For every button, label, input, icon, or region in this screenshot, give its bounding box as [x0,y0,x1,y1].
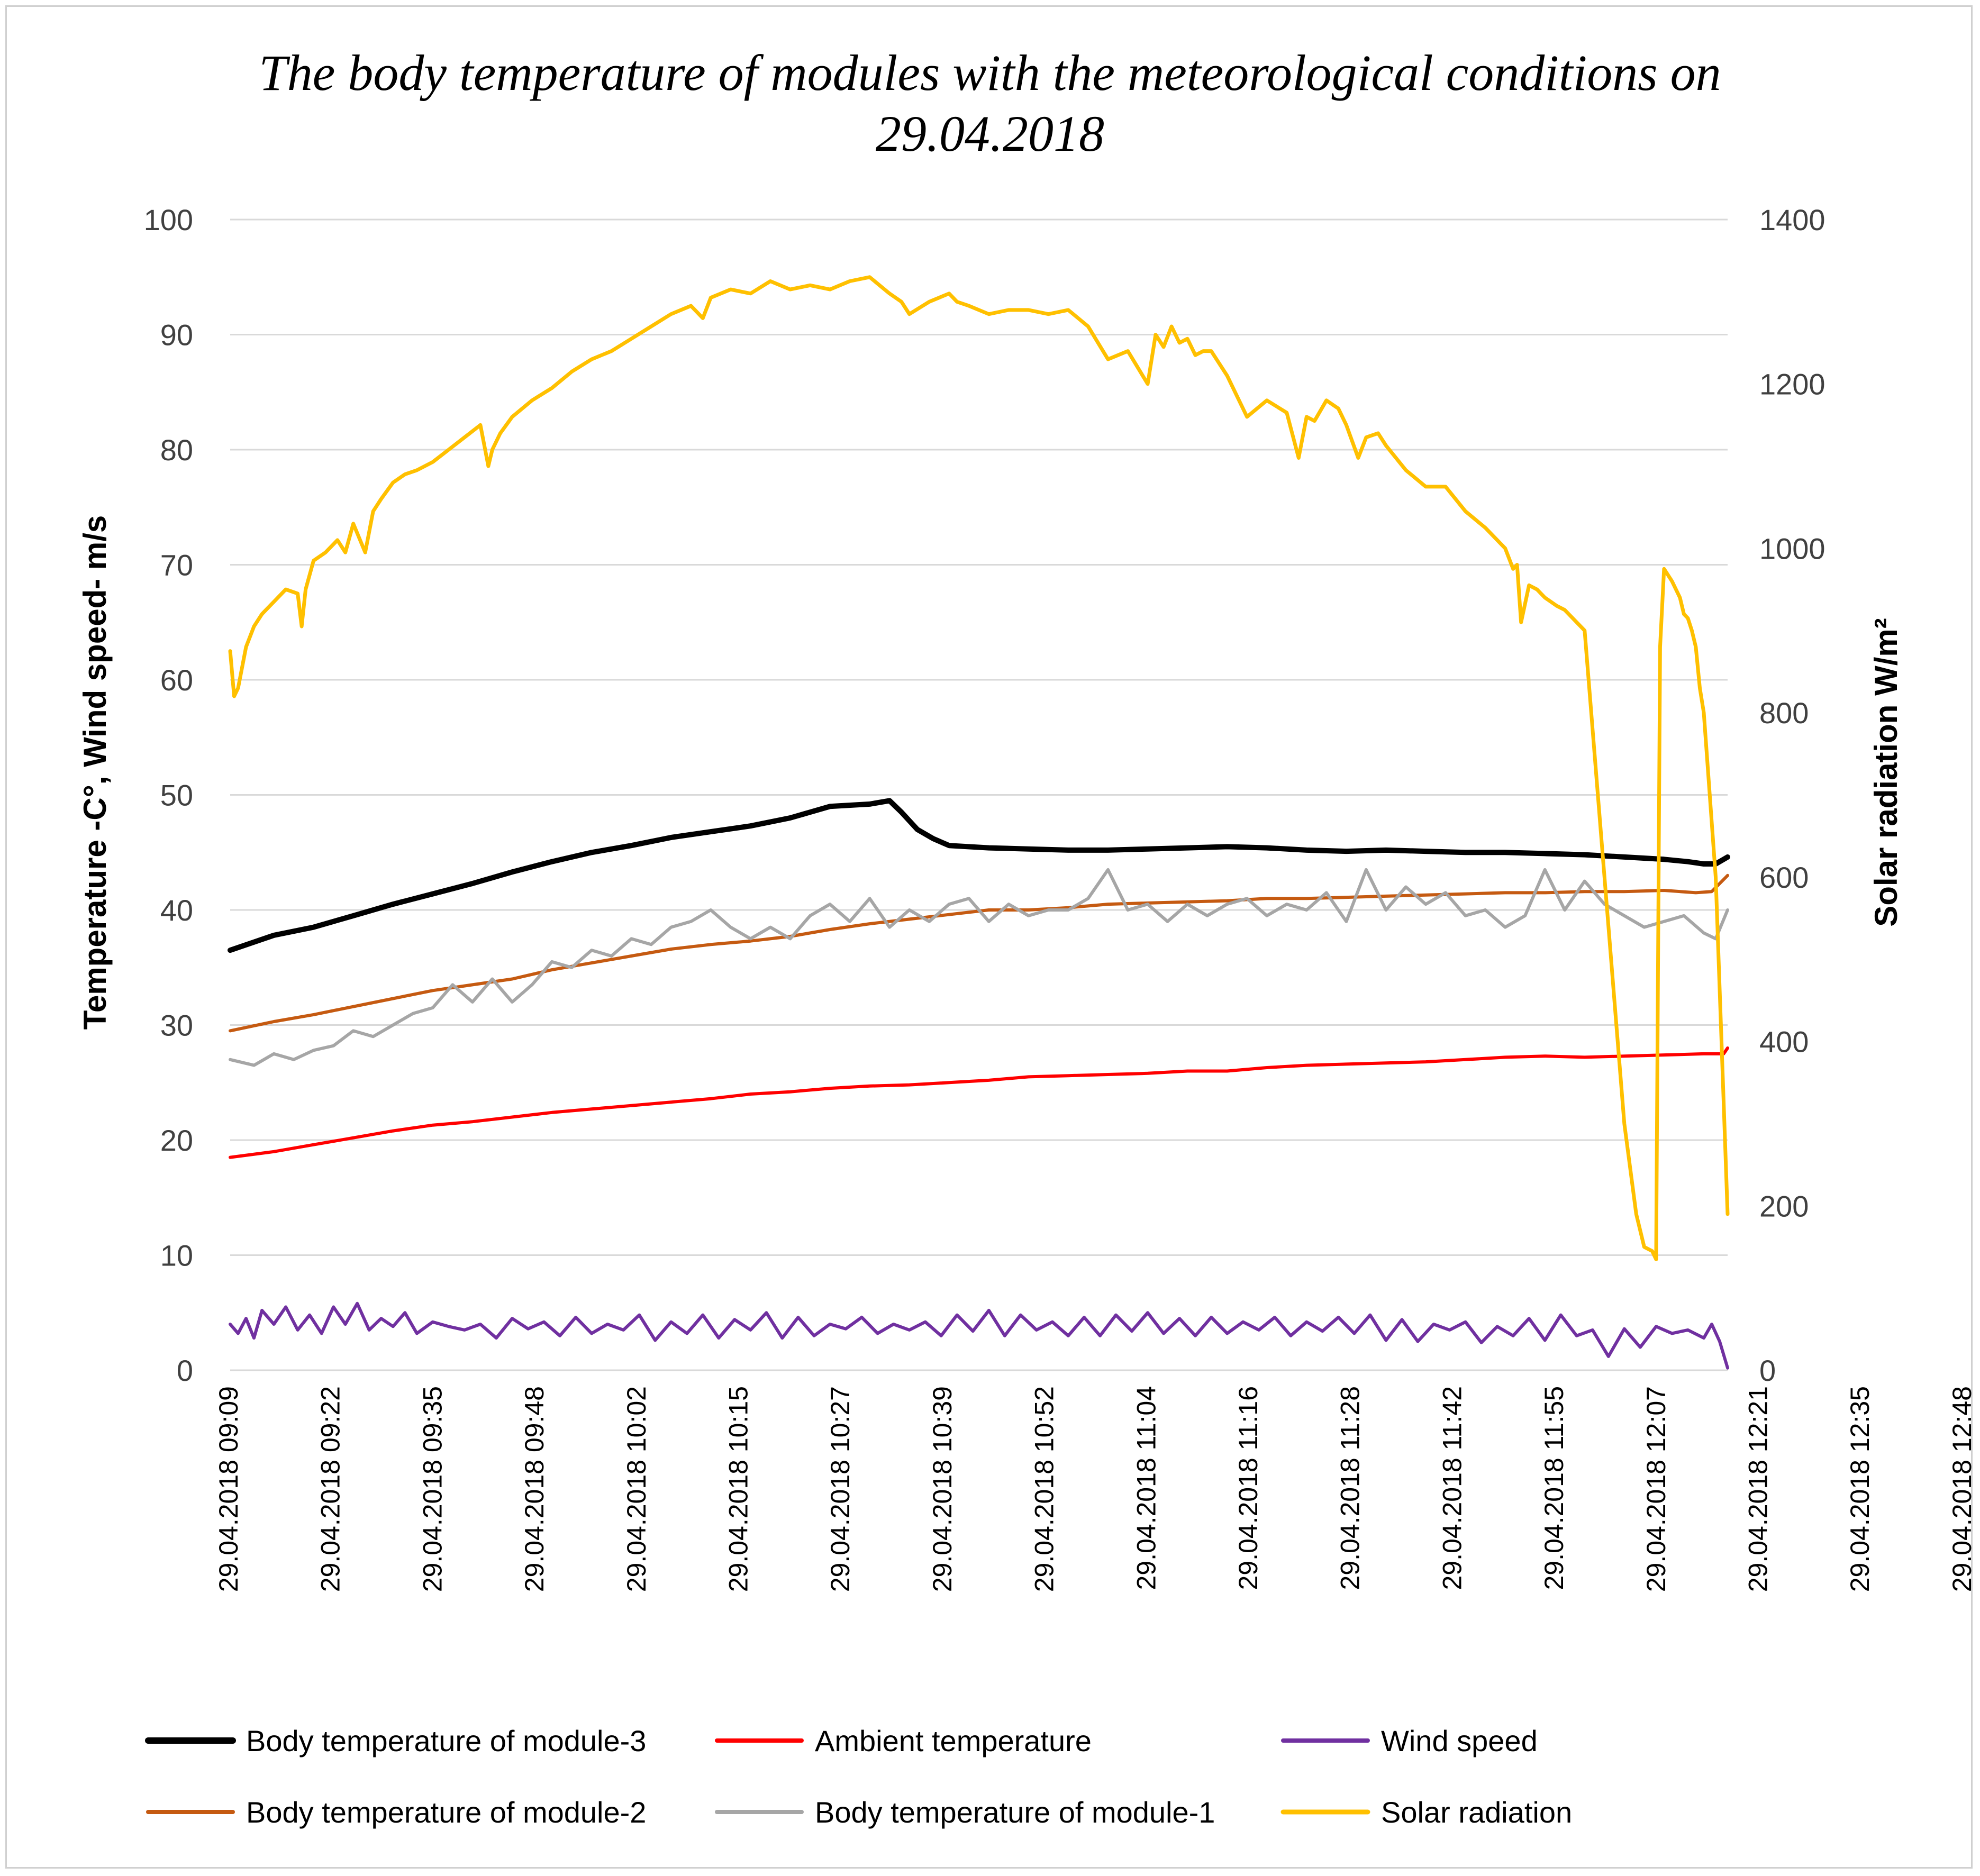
chart-title-line-1: The body temperature of modules with the… [259,44,1721,101]
legend-label: Body temperature of module-1 [815,1796,1215,1829]
legend-label: Wind speed [1381,1724,1538,1757]
x-tick-label: 29.04.2018 11:04 [1131,1386,1161,1590]
y-left-tick-label: 20 [160,1124,193,1157]
series-line-wind-speed [229,1301,1729,1370]
x-tick-label: 29.04.2018 10:39 [928,1386,957,1592]
series-line-body-temperature-of-module-2 [229,873,1729,1033]
x-tick-label: 29.04.2018 10:15 [724,1386,753,1592]
series-layer [228,275,1730,1370]
legend-item-body-temperature-of-module-1: Body temperature of module-1 [715,1796,1215,1829]
series-line-solar-radiation [228,275,1730,1261]
y-axis-left-title: Temperature -C°, Wind speed- m/s [77,515,113,1030]
y-left-tick-label: 50 [160,779,193,812]
x-tick-label: 29.04.2018 11:28 [1336,1386,1365,1590]
y-right-tick-label: 0 [1759,1354,1776,1387]
x-tick-label: 29.04.2018 10:02 [622,1386,651,1592]
y-left-tick-label: 0 [177,1354,193,1387]
legend-label: Body temperature of module-3 [246,1724,646,1757]
legend-item-body-temperature-of-module-2: Body temperature of module-2 [146,1796,646,1829]
y-left-tick-label: 100 [144,203,193,236]
y-right-tick-label: 400 [1759,1025,1809,1059]
legend-item-body-temperature-of-module-3: Body temperature of module-3 [145,1724,646,1757]
x-tick-label: 29.04.2018 11:42 [1437,1386,1467,1590]
x-tick-label: 29.04.2018 09:48 [520,1386,549,1592]
y-left-tick-label: 60 [160,663,193,697]
x-tick-label: 29.04.2018 11:55 [1539,1386,1569,1590]
y-right-tick-label: 200 [1759,1189,1809,1223]
x-tick-label: 29.04.2018 12:07 [1641,1386,1671,1592]
y-left-tick-label: 70 [160,549,193,582]
legend-label: Solar radiation [1381,1796,1572,1829]
x-tick-label: 29.04.2018 12:35 [1845,1386,1875,1592]
x-tick-label: 29.04.2018 09:22 [316,1386,346,1592]
y-left-tick-label: 90 [160,318,193,352]
y-right-tick-label: 1400 [1759,203,1825,236]
y-left-tick-label: 10 [160,1239,193,1272]
legend-item-ambient-temperature: Ambient temperature [715,1724,1092,1757]
y-axis-left-ticks: 0 10 20 30 40 50 60 70 80 90 100 [144,203,193,1387]
x-tick-label: 29.04.2018 10:27 [825,1386,855,1592]
chart-frame [5,5,1973,1869]
y-left-tick-label: 80 [160,433,193,467]
x-tick-label: 29.04.2018 11:16 [1233,1386,1263,1590]
x-axis-ticks: 29.04.2018 09:09 29.04.2018 09:22 29.04.20… [214,1386,1977,1592]
chart-title-line-2: 29.04.2018 [876,105,1104,162]
legend-item-solar-radiation: Solar radiation [1280,1796,1572,1829]
y-axis-right-title: Solar radiation W/m² [1868,618,1904,926]
series-line-body-temperature-of-module-1 [229,868,1729,1067]
y-axis-right-ticks: 0 200 400 600 800 1000 1200 1400 [1759,203,1825,1387]
legend-label: Ambient temperature [815,1724,1092,1757]
x-tick-label: 29.04.2018 09:09 [214,1386,243,1592]
y-left-tick-label: 30 [160,1009,193,1042]
y-right-tick-label: 1200 [1759,368,1825,401]
legend: Body temperature of module-3 Ambient temp… [145,1724,1572,1829]
y-right-tick-label: 800 [1759,696,1809,730]
legend-item-wind-speed: Wind speed [1281,1724,1538,1757]
series-line-ambient-temperature [229,1046,1729,1159]
x-tick-label: 29.04.2018 12:21 [1743,1386,1773,1592]
x-tick-label: 29.04.2018 10:52 [1030,1386,1059,1592]
y-right-tick-label: 600 [1759,861,1809,894]
y-left-tick-label: 40 [160,894,193,927]
gridlines [230,218,1728,1371]
legend-label: Body temperature of module-2 [246,1796,646,1829]
x-tick-label: 29.04.2018 12:48 [1947,1386,1977,1592]
x-tick-label: 29.04.2018 09:35 [417,1386,447,1592]
series-line-body-temperature-of-module-3 [228,798,1730,953]
y-right-tick-label: 1000 [1759,532,1825,565]
